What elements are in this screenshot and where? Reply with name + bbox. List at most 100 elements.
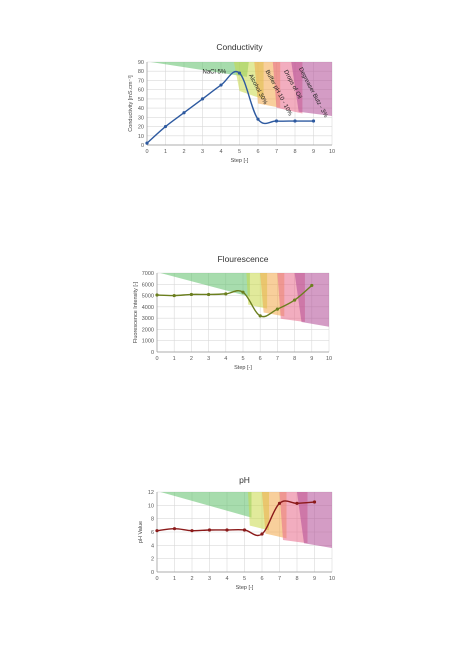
- x-tick-label: 7: [275, 149, 278, 155]
- y-tick-label: 60: [138, 88, 144, 94]
- y-tick-label: 7000: [142, 271, 154, 277]
- data-point: [207, 528, 212, 532]
- x-tick-label: 7: [278, 576, 281, 582]
- x-axis-label: Step [-]: [234, 365, 252, 371]
- condition-band-5: [297, 492, 332, 548]
- condition-band-1: [150, 62, 249, 77]
- x-tick-label: 6: [259, 356, 262, 362]
- x-tick-label: 8: [295, 576, 298, 582]
- y-tick-label: 8: [151, 517, 154, 523]
- x-axis-label: Step [-]: [231, 158, 249, 164]
- x-tick-label: 9: [312, 149, 315, 155]
- x-tick-label: 4: [224, 356, 227, 362]
- x-tick-label: 2: [190, 356, 193, 362]
- data-point: [163, 124, 168, 129]
- y-tick-label: 80: [138, 69, 144, 75]
- data-point: [155, 293, 159, 297]
- condition-bands: [160, 492, 332, 548]
- data-point: [200, 97, 205, 101]
- y-tick-label: 30: [138, 115, 144, 121]
- y-tick-label: 3000: [142, 316, 154, 322]
- data-point: [293, 298, 297, 302]
- x-tick-label: 1: [173, 356, 176, 362]
- x-tick-label: 5: [241, 356, 244, 362]
- condition-band-1: [160, 492, 252, 518]
- fluorescence-chart: Flourescence 0 1 2 3 4 5 6 7 8 9 10 0 1000 2000 3000 400…: [133, 254, 332, 371]
- data-point: [155, 529, 159, 533]
- x-tick-label: 1: [164, 149, 167, 155]
- y-tick-label: 40: [138, 106, 144, 112]
- y-axis-label: pH Value: [138, 521, 144, 543]
- x-tick-label: 4: [225, 576, 228, 582]
- y-tick-label: 0: [151, 570, 154, 576]
- x-tick-label: 5: [243, 576, 246, 582]
- x-tick-label: 10: [329, 149, 335, 155]
- condition-bands: [160, 273, 329, 327]
- x-tick-label: 6: [256, 149, 259, 155]
- chart-title: Conductivity: [216, 42, 263, 52]
- data-point: [311, 119, 316, 123]
- data-point: [295, 501, 299, 505]
- y-axis-label: Conductivity [mS.cm⁻¹]: [128, 75, 134, 132]
- x-tick-label: 5: [238, 149, 241, 155]
- y-tick-label: 12: [148, 490, 154, 496]
- y-tick-label: 0: [141, 143, 144, 149]
- data-point: [274, 119, 279, 123]
- x-tick-label: 9: [310, 356, 313, 362]
- y-tick-label: 5000: [142, 294, 154, 300]
- x-tick-label: 3: [201, 149, 204, 155]
- conductivity-chart: Conductivity 0 1 2 3 4 5 6 7 8 9 10 0 10 20 30 40 50 60 70 8…: [128, 42, 335, 164]
- y-tick-label: 10: [138, 134, 144, 140]
- data-point: [242, 528, 247, 532]
- data-point: [225, 528, 229, 532]
- series-line: [146, 70, 314, 144]
- data-point: [277, 501, 282, 505]
- data-point: [224, 292, 228, 296]
- y-tick-label: 20: [138, 125, 144, 131]
- x-tick-label: 9: [313, 576, 316, 582]
- y-tick-label: 50: [138, 97, 144, 103]
- x-axis-label: Step [-]: [236, 585, 254, 591]
- x-tick-label: 2: [190, 576, 193, 582]
- y-tick-label: 10: [148, 503, 154, 509]
- y-tick-label: 0: [151, 350, 154, 356]
- data-point: [275, 307, 279, 311]
- data-point: [219, 83, 223, 87]
- y-axis-label: Fluorescence Intensity [-]: [133, 281, 139, 343]
- condition-bands: [150, 62, 332, 116]
- data-point: [310, 283, 314, 288]
- x-tick-label: 10: [326, 356, 332, 362]
- y-tick-label: 4: [151, 543, 154, 549]
- chart-title: Flourescence: [217, 254, 268, 264]
- x-tick-label: 0: [155, 576, 158, 582]
- x-tick-label: 0: [145, 149, 148, 155]
- y-tick-label: 6000: [142, 282, 154, 288]
- y-tick-label: 2000: [142, 327, 154, 333]
- x-tick-label: 4: [219, 149, 222, 155]
- data-point: [182, 111, 186, 115]
- data-point: [260, 532, 264, 536]
- x-tick-label: 6: [260, 576, 263, 582]
- condition-band-5: [291, 62, 332, 116]
- data-point: [189, 292, 193, 297]
- y-tick-label: 70: [138, 78, 144, 84]
- data-point: [207, 292, 211, 297]
- series-line: [156, 500, 315, 537]
- y-tick-label: 6: [151, 530, 154, 536]
- x-tick-label: 2: [182, 149, 185, 155]
- data-point: [237, 71, 242, 75]
- series-line: [156, 284, 313, 318]
- y-tick-label: 90: [138, 60, 144, 66]
- chart-title: pH: [239, 475, 250, 485]
- data-point: [145, 141, 149, 145]
- data-point: [241, 290, 245, 294]
- data-point: [312, 500, 317, 504]
- data-point: [172, 527, 177, 531]
- data-point: [172, 293, 176, 298]
- data-point: [190, 529, 194, 533]
- x-tick-label: 0: [155, 356, 158, 362]
- x-tick-label: 7: [276, 356, 279, 362]
- x-tick-label: 10: [329, 576, 335, 582]
